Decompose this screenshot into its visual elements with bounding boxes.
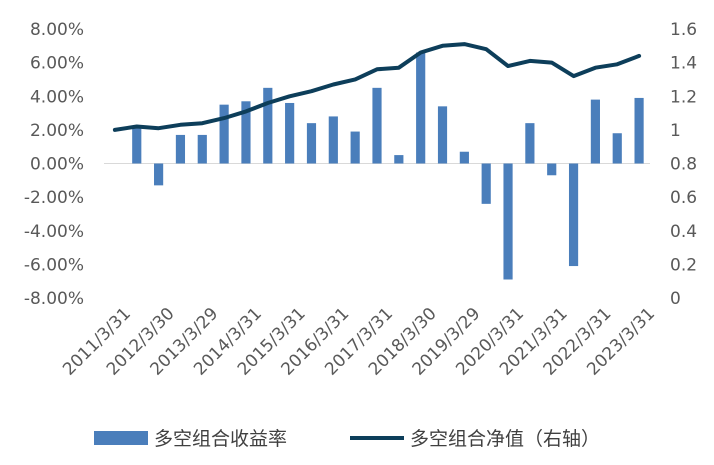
bar (263, 87, 273, 164)
bar (416, 52, 426, 164)
y-right-tick-label: 0.2 (670, 255, 697, 275)
y-left-tick-label: 8.00% (30, 20, 84, 40)
y-left-tick-label: -4.00% (24, 222, 84, 242)
y-axis-right: 1.6 1.4 1.2 1 0.8 0.6 0.4 0.2 0 (670, 20, 697, 309)
y-right-tick-label: 1.6 (670, 20, 697, 40)
bar (219, 104, 229, 164)
bar (590, 99, 600, 164)
legend-bar-swatch (94, 431, 148, 445)
bar (241, 101, 251, 164)
bar (634, 97, 644, 164)
y-right-tick-label: 0.8 (670, 155, 697, 175)
bar (394, 155, 404, 164)
y-left-tick-label: 2.00% (30, 121, 84, 141)
y-right-tick-label: 0.4 (670, 222, 697, 242)
bar (132, 128, 142, 164)
x-axis: 2011/3/312012/3/302013/3/292014/3/312015… (59, 304, 659, 380)
y-right-tick-label: 1.4 (670, 54, 697, 74)
bar (328, 116, 338, 164)
y-right-tick-label: 1.2 (670, 87, 697, 107)
y-left-tick-label: -2.00% (24, 188, 84, 208)
y-left-tick-label: -8.00% (24, 289, 84, 309)
y-left-tick-label: -6.00% (24, 255, 84, 275)
bar (197, 134, 207, 164)
legend: 多空组合收益率 多空组合净值（右轴） (94, 428, 600, 450)
legend-line-label: 多空组合净值（右轴） (410, 428, 600, 450)
bar (547, 163, 557, 176)
bar (568, 163, 579, 267)
bar (612, 133, 622, 164)
bar (525, 123, 535, 164)
bar (503, 163, 513, 280)
y-right-tick-label: 0 (670, 289, 681, 309)
bar (175, 134, 186, 164)
bar (306, 123, 317, 164)
y-left-tick-label: 4.00% (30, 87, 84, 107)
bar (372, 87, 382, 164)
bar (481, 163, 491, 204)
bar-series (132, 52, 644, 280)
bar (459, 151, 469, 164)
y-axis-left: 8.00% 6.00% 4.00% 2.00% 0.00% -2.00% -4.00% -6.… (24, 20, 84, 309)
bar (437, 106, 448, 164)
bar (350, 131, 360, 164)
y-left-tick-label: 0.00% (30, 155, 84, 175)
y-right-tick-label: 0.6 (670, 188, 697, 208)
y-left-tick-label: 6.00% (30, 54, 84, 74)
bar (285, 102, 295, 164)
y-right-tick-label: 1 (670, 121, 681, 141)
line-series (112, 42, 642, 132)
bar (154, 163, 164, 186)
legend-bar-label: 多空组合收益率 (154, 428, 287, 450)
